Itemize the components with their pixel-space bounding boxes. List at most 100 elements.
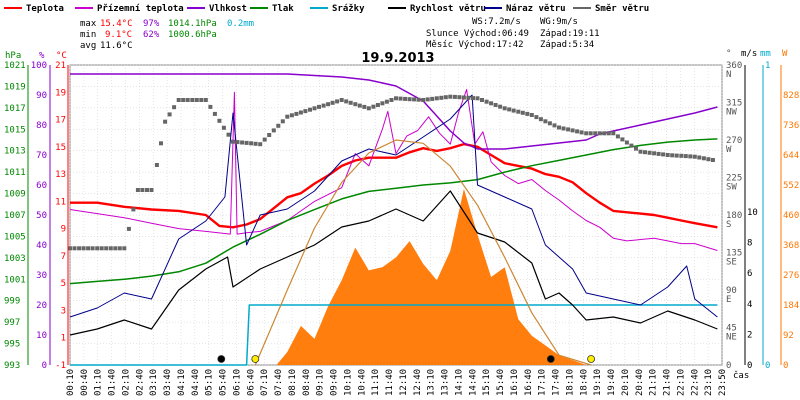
tick-compass: SE	[726, 258, 737, 268]
tick-wind-dir: 45	[726, 324, 737, 334]
tick-time: 15:40	[496, 369, 506, 396]
wind-dir-point	[231, 139, 235, 144]
legend-label: Přízemní teplota	[97, 4, 184, 14]
wind-dir-point	[208, 104, 213, 109]
tick-time: 05:40	[219, 369, 229, 396]
moon-rise-text: Měsíc Východ:17:42	[426, 40, 524, 50]
wind-dir-point	[371, 104, 376, 109]
wind-dir-point	[461, 95, 466, 100]
tick-temperature: 7	[61, 252, 66, 262]
tick-wind-dir: 0	[726, 361, 731, 371]
tick-time: 18:10	[565, 369, 575, 396]
wind-dir-point	[602, 131, 607, 136]
wind-dir-point	[384, 99, 389, 104]
stats-max-label: max	[80, 19, 97, 29]
tick-time: 16:40	[524, 369, 534, 396]
wind-dir-point	[344, 99, 349, 104]
series-vlhkost	[70, 73, 718, 150]
tick-time: 16:10	[510, 369, 520, 396]
tick-humidity: 70	[36, 151, 47, 161]
wind-dir-point	[104, 246, 109, 251]
wind-dir-point	[710, 158, 715, 162]
wind-dir-point	[330, 100, 335, 105]
stats-max-hum: 97%	[143, 19, 160, 29]
tick-time: 03:10	[149, 369, 159, 396]
series-teoreticke-zareni	[254, 139, 592, 366]
tick-humidity: 20	[36, 301, 47, 311]
tick-humidity: 50	[36, 211, 47, 221]
tick-wind-dir: 270	[726, 136, 742, 146]
tick-pressure: 1015	[4, 125, 26, 135]
wind-dir-point	[584, 131, 589, 136]
wind-dir-point	[489, 101, 494, 106]
wind-dir-point	[194, 98, 199, 102]
wind-dir-point	[692, 154, 697, 159]
wind-dir-point	[656, 151, 661, 156]
tick-temperature: 13	[55, 170, 66, 180]
legend-item-teplota: Teplota	[4, 4, 64, 14]
series-naraz-vetru	[69, 94, 718, 318]
legend-label: Srážky	[332, 4, 365, 14]
wind-dir-point	[443, 95, 448, 100]
tick-temperature: 15	[55, 143, 66, 153]
tick-solar: 92	[783, 331, 794, 341]
wind-dir-point	[145, 188, 149, 192]
legend-label: Směr větru	[595, 3, 649, 14]
wind-dir-point	[538, 117, 543, 122]
marker-moonset	[217, 355, 226, 363]
wind-dir-point	[389, 98, 394, 102]
wind-dir-point	[638, 149, 643, 154]
wind-dir-point	[670, 153, 675, 158]
wind-dir-point	[398, 96, 403, 101]
marker-moonrise	[546, 355, 555, 363]
tick-pressure: 995	[4, 340, 20, 350]
wind-dir-point	[507, 107, 512, 112]
wind-dir-point	[611, 131, 616, 136]
wind-dir-point	[452, 94, 457, 99]
unit-celsius: °C	[56, 51, 67, 61]
tick-solar: 552	[783, 181, 799, 191]
wind-dir-point	[634, 146, 638, 151]
wind-dir-point	[326, 102, 331, 107]
tick-time: 01:40	[108, 369, 118, 396]
unit-ms: m/s	[741, 49, 757, 59]
marker-sunset	[587, 355, 595, 363]
tick-time: 02:10	[121, 369, 131, 396]
tick-temperature: 21	[55, 61, 66, 71]
wind-dir-point	[652, 151, 657, 156]
wind-dir-point	[280, 119, 285, 124]
wind-dir-point	[190, 98, 195, 102]
tick-temperature: 9	[61, 225, 66, 235]
tick-time: 08:40	[302, 369, 312, 396]
wind-dir-point	[624, 140, 629, 145]
tick-solar: 460	[783, 211, 799, 221]
wind-dir-point	[267, 133, 272, 137]
unit-percent: %	[39, 51, 45, 61]
wind-dir-point	[185, 98, 190, 102]
wind-dir-point	[629, 143, 634, 148]
tick-rain: 0	[765, 361, 770, 371]
tick-time: 23:50	[718, 369, 728, 396]
wind-dir-point	[235, 140, 240, 145]
wind-dir-point	[298, 110, 303, 115]
wind-dir-point	[475, 96, 480, 101]
tick-pressure: 1001	[4, 275, 26, 285]
wind-dir-point	[412, 97, 417, 102]
tick-solar: 644	[783, 151, 799, 161]
wind-dir-point	[534, 115, 539, 120]
wind-dir-point	[253, 141, 258, 146]
wind-dir-point	[276, 123, 281, 128]
wind-dir-point	[217, 118, 222, 123]
tick-humidity: 80	[36, 121, 47, 131]
legend-label: Vlhkost	[209, 4, 247, 14]
tick-temperature: 5	[61, 279, 66, 289]
wind-dir-point	[593, 131, 598, 136]
wind-wg: WG:9m/s	[540, 17, 578, 27]
wind-dir-point	[117, 246, 122, 251]
legend-item-naraz-vetru: Náraz větru	[484, 3, 566, 14]
wind-dir-point	[493, 103, 498, 107]
legend-item-srazky: Srážky	[310, 4, 365, 14]
wind-dir-point	[597, 131, 602, 136]
tick-time: 03:40	[163, 369, 173, 396]
wind-dir-point	[647, 150, 652, 155]
